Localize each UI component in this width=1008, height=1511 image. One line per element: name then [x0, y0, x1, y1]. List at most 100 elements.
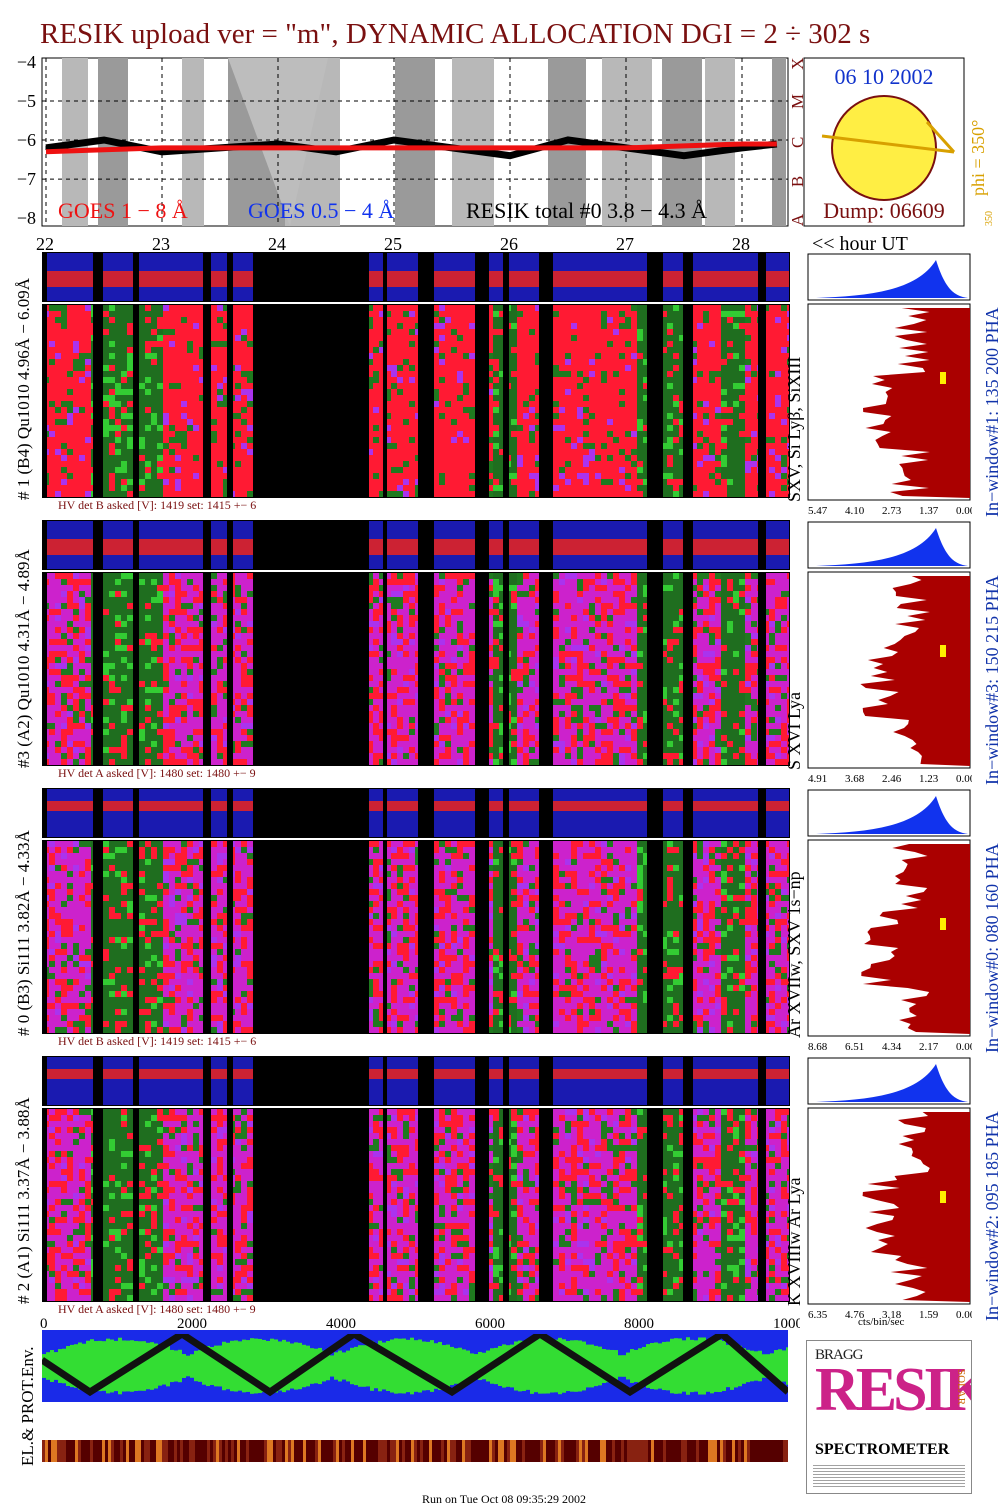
spectrogram-cell: [85, 681, 91, 687]
spectrogram-cell: [517, 437, 523, 443]
spectrogram-cell: [169, 473, 175, 479]
spectrogram-cell: [517, 365, 523, 371]
spectrogram-cell: [151, 753, 157, 759]
spectrogram-cell: [67, 485, 73, 491]
spectrogram-cell: [553, 341, 559, 347]
spectrogram-cell: [103, 419, 109, 425]
spectrogram-cell: [175, 419, 181, 425]
spectrogram-cell: [625, 389, 631, 395]
spectrogram-cell: [145, 365, 151, 371]
spectrogram-cell: [409, 305, 415, 311]
spectrogram-cell: [385, 383, 391, 389]
spectrogram-cell: [703, 347, 709, 353]
spectrogram-cell: [733, 425, 739, 431]
spectrogram-cell: [157, 681, 163, 687]
spectrogram-cell: [145, 371, 151, 377]
spectrogram-cell: [49, 353, 55, 359]
spectrogram-cell: [751, 347, 757, 353]
spectrogram-cell: [199, 455, 205, 461]
spectrogram-cell: [577, 467, 583, 473]
spectrogram-cell: [601, 311, 607, 317]
spectrogram-cell: [241, 413, 247, 419]
spectrogram-cell: [169, 621, 175, 627]
spectrogram-cell: [73, 341, 79, 347]
spectrogram-cell: [223, 305, 229, 311]
spectrogram-cell: [403, 455, 409, 461]
spectrogram-cell: [121, 717, 127, 723]
spectrogram-cell: [373, 419, 379, 425]
spectrogram-cell: [79, 645, 85, 651]
spectrogram-cell: [739, 383, 745, 389]
spectrogram-cell: [187, 341, 193, 347]
spectrogram-cell: [703, 473, 709, 479]
spectrogram-cell: [139, 467, 145, 473]
spectrogram-cell: [103, 425, 109, 431]
spectrogram-cell: [445, 479, 451, 485]
spectrogram-cell: [193, 455, 199, 461]
spectrogram-cell: [451, 383, 457, 389]
spectrogram-cell: [151, 717, 157, 723]
spectrogram-cell: [373, 467, 379, 473]
spectrogram-cell: [169, 341, 175, 347]
spectrogram-cell: [199, 573, 205, 579]
spectrogram-cell: [121, 359, 127, 365]
spectrogram-cell: [217, 323, 223, 329]
spectrogram-cell: [751, 467, 757, 473]
spectrogram-cell: [409, 473, 415, 479]
spectrogram-cell: [67, 347, 73, 353]
spectrogram-cell: [175, 687, 181, 693]
spectrogram-cell: [235, 491, 241, 497]
solar-dump: Dump: 06609: [823, 198, 945, 223]
spectrogram-cell: [583, 371, 589, 377]
spectrogram-cell: [115, 371, 121, 377]
spectrogram-cell: [199, 419, 205, 425]
spectrogram-cell: [247, 461, 253, 467]
spectrogram-cell: [109, 681, 115, 687]
spectrogram-cell: [379, 437, 385, 443]
spectrogram-cell: [643, 365, 649, 371]
spectrogram-cell: [61, 317, 67, 323]
spectrogram-cell: [601, 323, 607, 329]
spectrogram-cell: [199, 651, 205, 657]
spectrogram-cell: [79, 747, 85, 753]
spectrogram-cell: [517, 371, 523, 377]
spectrogram-cell: [703, 335, 709, 341]
spectrogram-cell: [745, 461, 751, 467]
spectrogram-cell: [445, 431, 451, 437]
spectrogram-cell: [409, 419, 415, 425]
spectrogram-cell: [193, 615, 199, 621]
goes-class-label: C: [788, 137, 807, 148]
spectrogram-cell: [115, 759, 121, 765]
spectrogram-cell: [409, 395, 415, 401]
spectrogram-cell: [607, 395, 613, 401]
spectrogram-cell: [373, 401, 379, 407]
spectrogram-cell: [511, 317, 517, 323]
spectrogram-cell: [79, 449, 85, 455]
spectrogram-cell: [151, 359, 157, 365]
spectrogram-cell: [247, 473, 253, 479]
spectrogram-cell: [373, 449, 379, 455]
pha-axis-tick: 4.10: [845, 505, 865, 517]
spectrogram-cell: [199, 687, 205, 693]
spectrogram-cell: [385, 329, 391, 335]
spectrogram-cell: [373, 407, 379, 413]
spectrogram-cell: [67, 645, 73, 651]
spectrogram-cell: [379, 449, 385, 455]
goes-class-label: A: [788, 213, 807, 226]
spectrogram-cell: [55, 437, 61, 443]
spectrogram-cell: [625, 419, 631, 425]
spectrogram-cell: [139, 443, 145, 449]
spectrogram-cell: [385, 425, 391, 431]
spectrogram-cell: [739, 305, 745, 311]
spectrogram-cell: [619, 491, 625, 497]
spectrogram-cell: [583, 383, 589, 389]
spectrogram-cell: [445, 311, 451, 317]
spectrogram-cell: [157, 461, 163, 467]
spectrogram-cell: [571, 449, 577, 455]
spectrogram-cell: [619, 461, 625, 467]
spectrogram-cell: [61, 663, 67, 669]
spectrogram-cell: [709, 443, 715, 449]
spectrogram-cell: [559, 473, 565, 479]
spectrogram-cell: [499, 341, 505, 347]
spectrogram-cell: [181, 573, 187, 579]
